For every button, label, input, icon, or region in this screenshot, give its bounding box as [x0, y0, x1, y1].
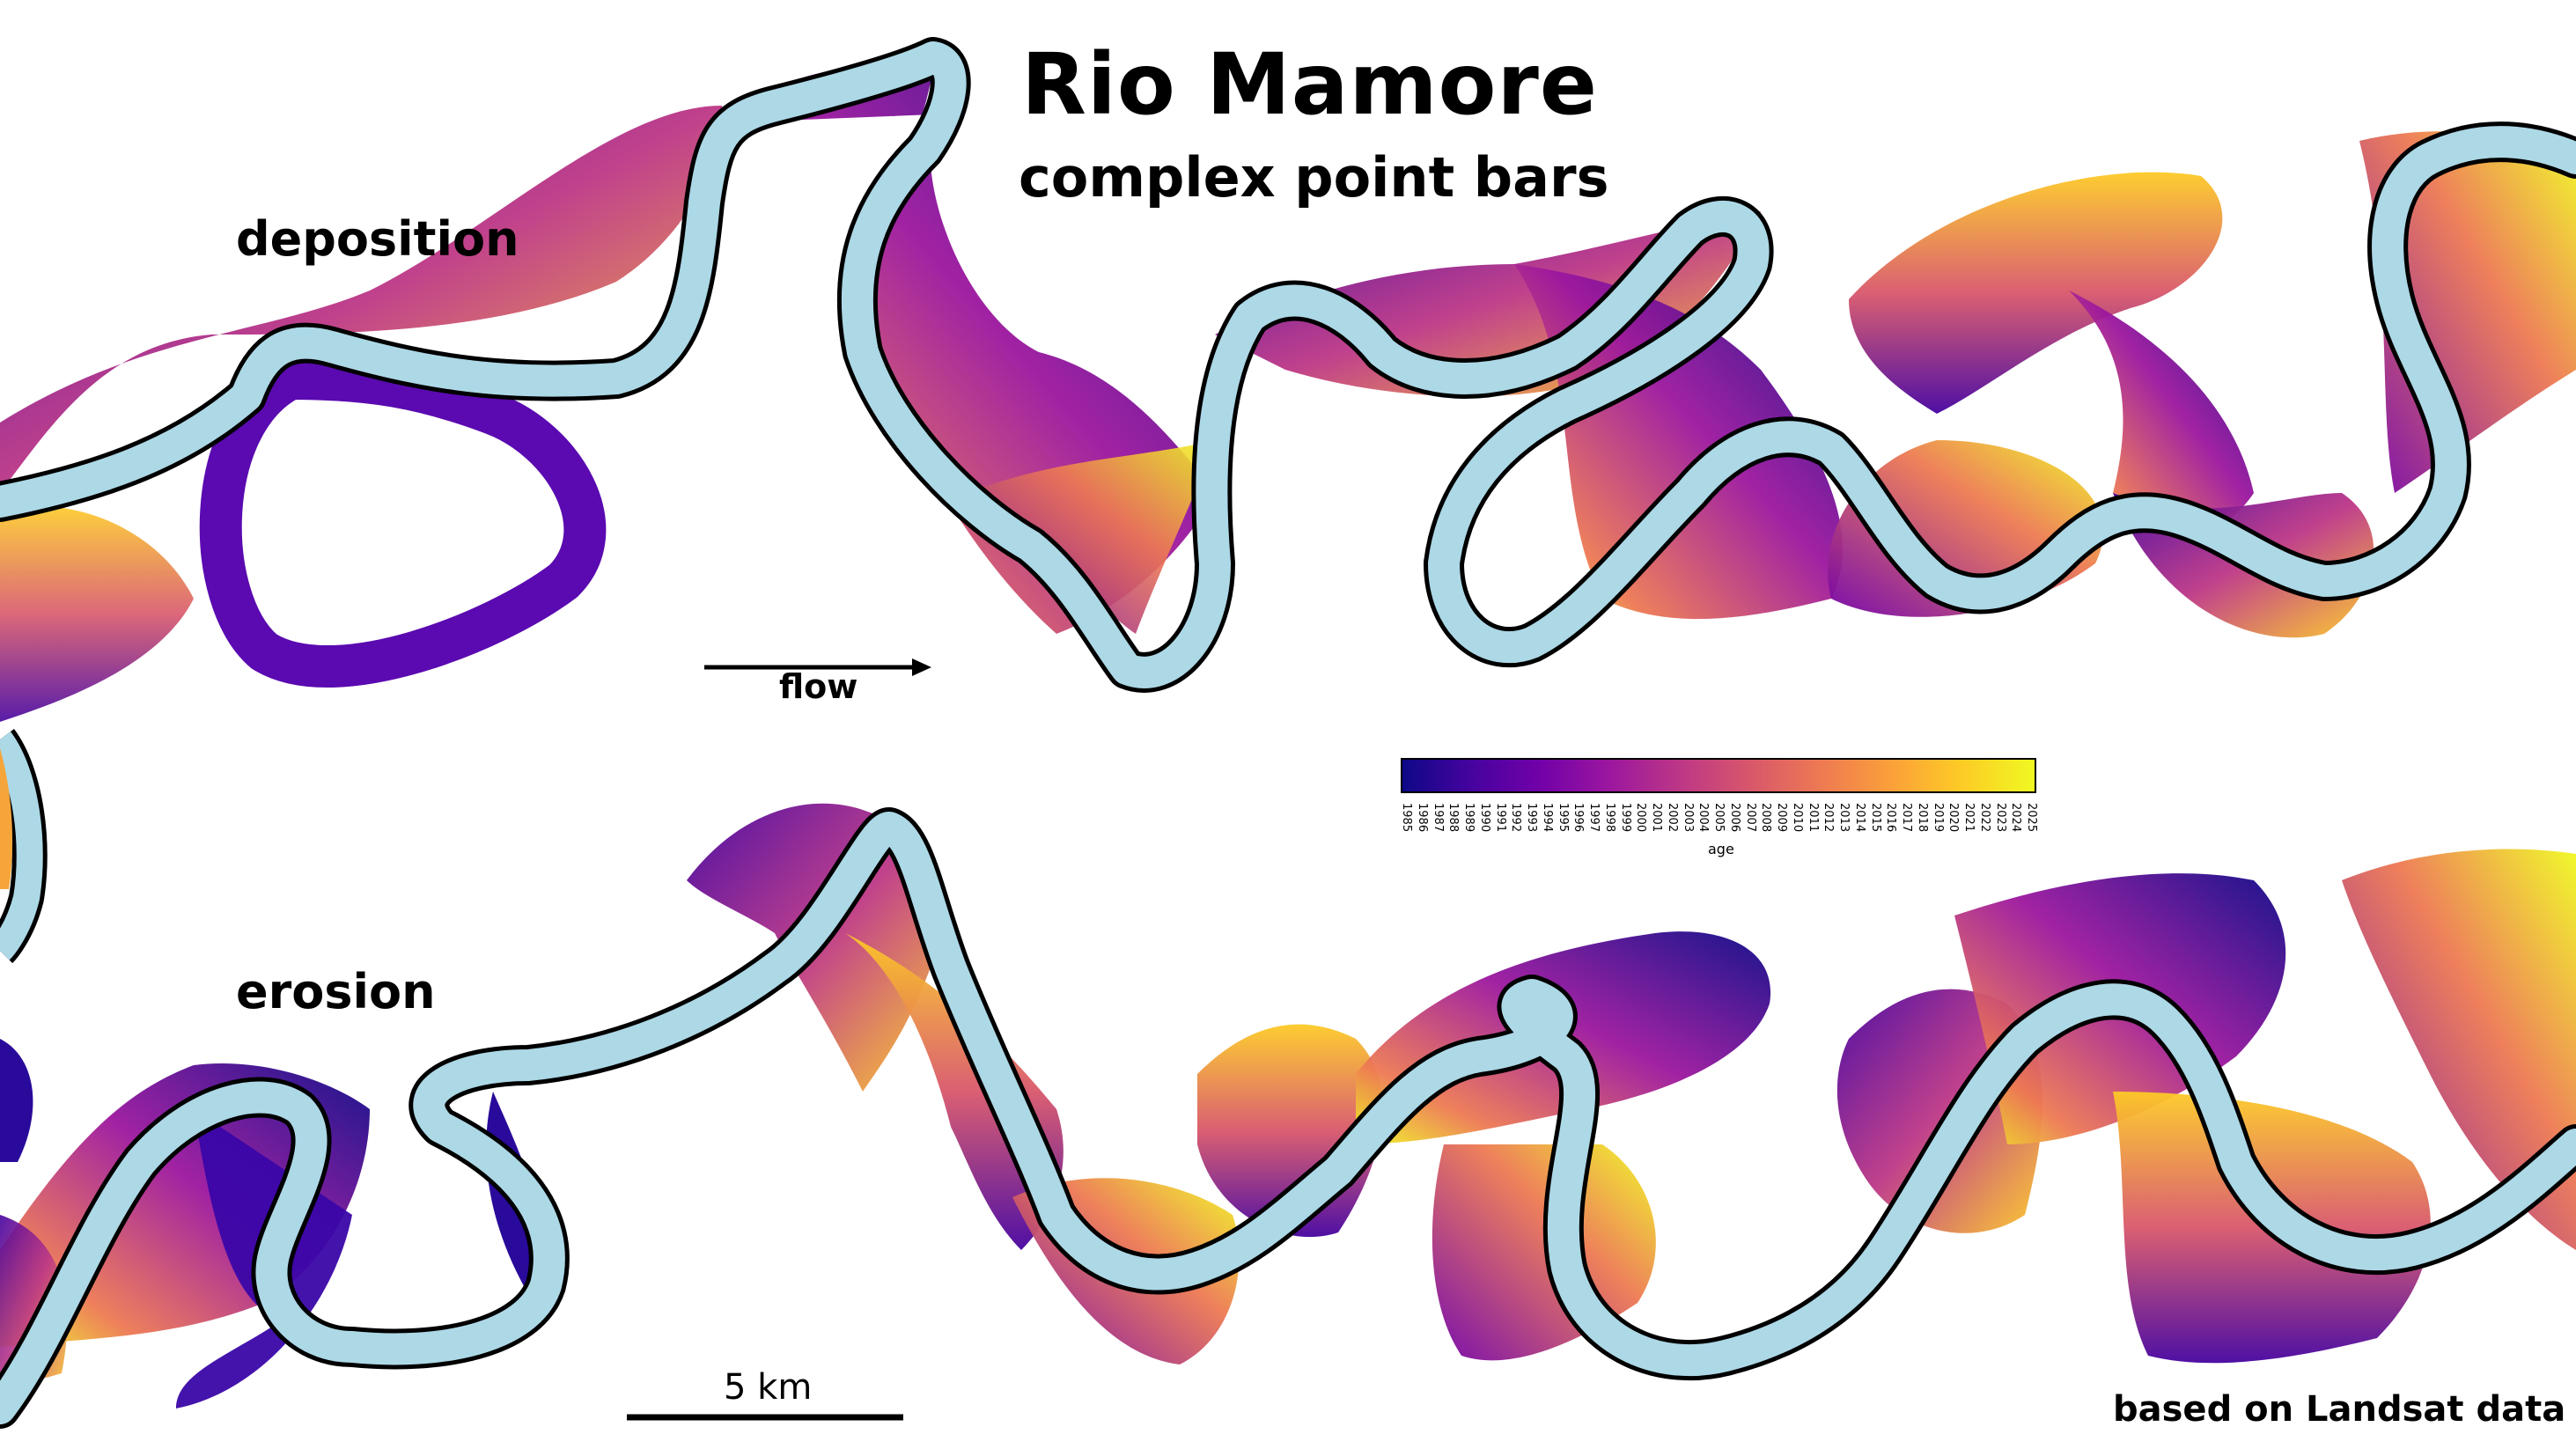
colorbar-tick: 2014 [1852, 803, 1866, 833]
colorbar-tick: 2005 [1712, 803, 1726, 833]
oxbow-lake [199, 357, 607, 688]
colorbar-tick: 2006 [1727, 803, 1741, 833]
flow-arrow [704, 658, 931, 676]
colorbar-tick: 1987 [1431, 803, 1445, 833]
colorbar-tick: 2023 [1993, 803, 2007, 833]
colorbar-tick: 1986 [1415, 803, 1429, 833]
colorbar-tick: 2007 [1743, 803, 1757, 833]
colorbar-tick: 1996 [1571, 803, 1586, 833]
page-title: Rio Mamore [1021, 35, 1598, 134]
colorbar-tick: 1991 [1493, 803, 1507, 833]
data-credit: based on Landsat data [2113, 1389, 2566, 1430]
colorbar-tick: 1998 [1602, 803, 1616, 833]
age-colorbar [1401, 758, 2036, 793]
colorbar-tick: 1990 [1477, 803, 1491, 833]
erosion-bars [0, 803, 2576, 1409]
colorbar-tick: 2013 [1837, 803, 1851, 833]
erosion-label: erosion [236, 964, 436, 1019]
point-bars [0, 64, 2576, 722]
colorbar-tick: 2004 [1696, 803, 1711, 833]
page-subtitle: complex point bars [1019, 145, 1609, 210]
colorbar-tick: 2021 [1962, 803, 1976, 833]
colorbar-tick: 2018 [1915, 803, 1929, 833]
colorbar-tick: 1992 [1509, 803, 1523, 833]
colorbar-tick: 1999 [1618, 803, 1632, 833]
colorbar-tick: 1997 [1587, 803, 1601, 833]
colorbar-tick: 2009 [1775, 803, 1788, 833]
colorbar-tick: 2020 [1947, 803, 1961, 833]
colorbar-tick: 1994 [1540, 803, 1554, 833]
colorbar-tick: 2019 [1931, 803, 1945, 833]
colorbar-tick: 2001 [1650, 803, 1663, 833]
scale-bar-label: 5 km [724, 1367, 813, 1408]
colorbar-tick: 2022 [1977, 803, 1991, 833]
colorbar-tick: 1989 [1462, 803, 1476, 833]
colorbar-tick: 2000 [1634, 803, 1648, 833]
colorbar-tick: 1995 [1556, 803, 1570, 833]
colorbar-tick: 2012 [1822, 803, 1836, 833]
colorbar-tick: 1988 [1446, 803, 1461, 833]
colorbar-tick: 2015 [1868, 803, 1882, 833]
colorbar-tick: 2008 [1759, 803, 1773, 833]
colorbar-tick: 2002 [1665, 803, 1679, 833]
erosion-map [0, 803, 2576, 1429]
colorbar-tick: 2024 [2009, 803, 2023, 833]
colorbar-tick: 2016 [1884, 803, 1898, 833]
colorbar-tick: 1993 [1525, 803, 1538, 833]
deposition-map [0, 37, 2576, 964]
colorbar-tick: 2010 [1790, 803, 1804, 833]
colorbar-tick: 2025 [2025, 803, 2038, 833]
colorbar-label: age [1708, 841, 1734, 857]
colorbar-tick: 1985 [1400, 803, 1413, 833]
colorbar-tick: 2011 [1806, 803, 1820, 833]
colorbar-tick: 2017 [1900, 803, 1913, 833]
colorbar-tick: 2003 [1681, 803, 1695, 833]
deposition-label: deposition [236, 211, 519, 267]
flow-label: flow [779, 667, 858, 706]
